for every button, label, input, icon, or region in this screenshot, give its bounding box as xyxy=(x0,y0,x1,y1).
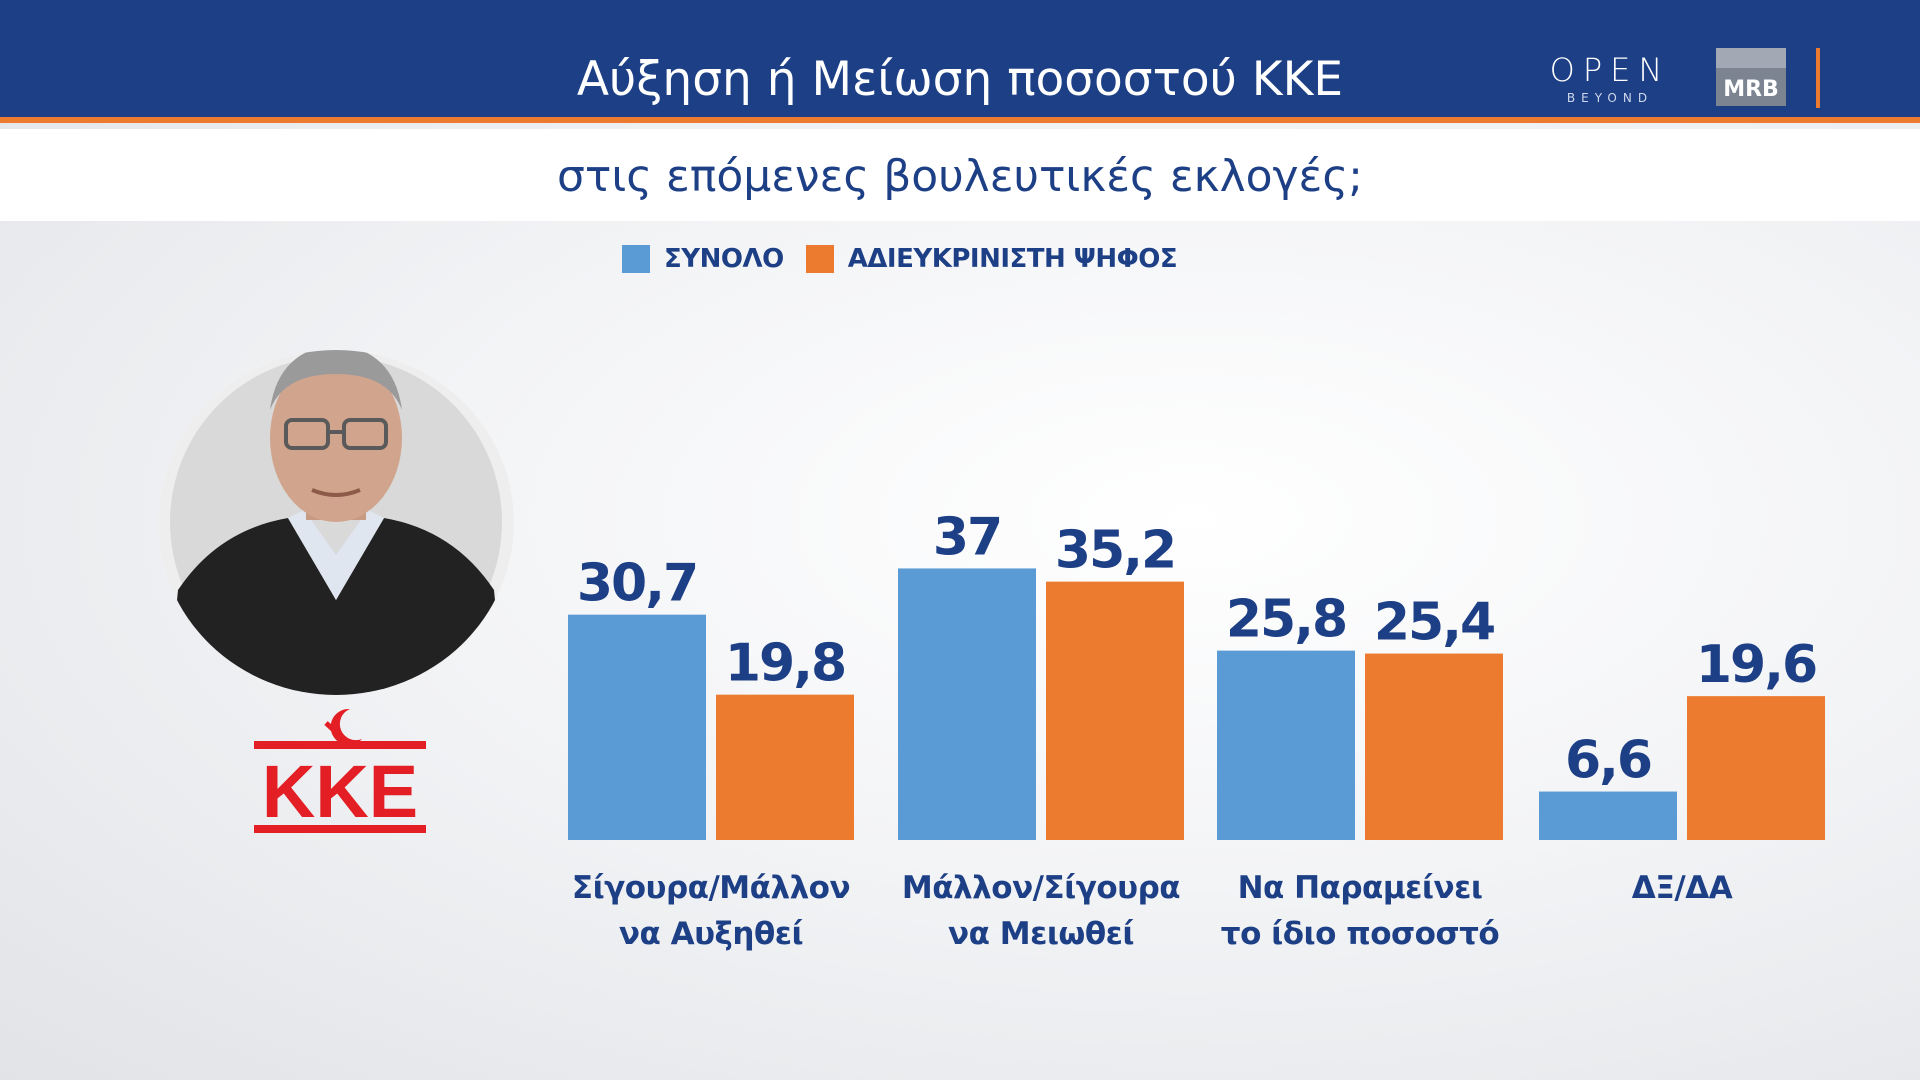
subtitle-band: στις επόμενες βουλευτικές εκλογές; xyxy=(0,129,1920,221)
bar-total-0 xyxy=(568,614,706,840)
category-label-2-line-1: το ίδιο ποσοστό xyxy=(1221,916,1499,952)
category-label-0-line-0: Σίγουρα/Μάλλον xyxy=(572,870,850,906)
data-label-undecided-3: 19,6 xyxy=(1696,635,1816,695)
data-label-total-0: 30,7 xyxy=(577,554,697,614)
open-logo-tagline: BEYOND xyxy=(1566,91,1654,105)
portrait-illustration xyxy=(158,350,514,695)
bar-total-3 xyxy=(1539,791,1677,840)
data-label-total-2: 25,8 xyxy=(1226,590,1346,650)
data-label-undecided-1: 35,2 xyxy=(1055,521,1175,581)
legend-swatch-total xyxy=(622,245,650,273)
category-label-0-line-1: να Αυξηθεί xyxy=(619,916,803,952)
legend-item-total: ΣΥΝΟΛΟ xyxy=(622,244,784,274)
kke-logo-graphic: KKE xyxy=(254,708,426,833)
bar-undecided-3 xyxy=(1687,696,1825,840)
bar-total-1 xyxy=(898,568,1036,840)
header-bar: Αύξηση ή Μείωση ποσοστού ΚΚΕ OPEN BEYOND… xyxy=(0,0,1920,123)
data-label-undecided-0: 19,8 xyxy=(725,634,845,694)
kke-logo-text: KKE xyxy=(262,750,418,833)
leader-portrait xyxy=(158,350,514,695)
open-logo: OPEN xyxy=(1549,51,1671,89)
bar-undecided-1 xyxy=(1046,581,1184,840)
data-label-total-3: 6,6 xyxy=(1565,731,1651,791)
legend-item-undecided: ΑΔΙΕΥΚΡΙΝΙΣΤΗ ΨΗΦΟΣ xyxy=(805,244,1178,274)
legend-label-undecided: ΑΔΙΕΥΚΡΙΝΙΣΤΗ ΨΗΦΟΣ xyxy=(847,244,1178,274)
chart-subtitle: στις επόμενες βουλευτικές εκλογές; xyxy=(556,151,1363,202)
legend-swatch-undecided xyxy=(805,245,834,273)
mrb-logo: MRB xyxy=(1716,48,1786,106)
accent-divider xyxy=(1816,48,1820,108)
data-label-undecided-2: 25,4 xyxy=(1374,593,1494,653)
category-label-3-line-0: ΔΞ/ΔΑ xyxy=(1632,870,1733,906)
category-label-1-line-1: να Μειωθεί xyxy=(948,916,1134,952)
bar-undecided-2 xyxy=(1365,653,1503,840)
mrb-logo-text: MRB xyxy=(1723,77,1779,102)
data-label-total-1: 37 xyxy=(933,507,1001,567)
category-label-2-line-0: Να Παραμείνει xyxy=(1238,870,1483,906)
bar-undecided-0 xyxy=(716,694,854,840)
legend-label-total: ΣΥΝΟΛΟ xyxy=(664,244,784,274)
kke-party-logo: KKE xyxy=(254,705,426,837)
chart-legend: ΣΥΝΟΛΟ ΑΔΙΕΥΚΡΙΝΙΣΤΗ ΨΗΦΟΣ xyxy=(622,244,1199,274)
category-label-1-line-0: Μάλλον/Σίγουρα xyxy=(902,870,1180,906)
bar-total-2 xyxy=(1217,650,1355,840)
chart-title: Αύξηση ή Μείωση ποσοστού ΚΚΕ xyxy=(576,52,1344,107)
